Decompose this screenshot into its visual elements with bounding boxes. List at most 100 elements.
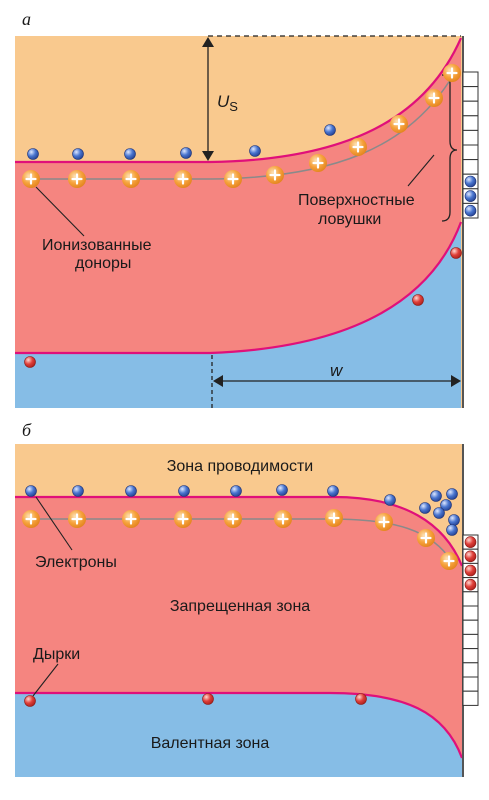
donor-ion	[274, 510, 292, 528]
electron	[180, 147, 192, 159]
surface-trap-state	[462, 690, 479, 706]
donor-ion	[425, 89, 443, 107]
electron	[178, 485, 190, 497]
valence-band-edge	[15, 221, 463, 355]
electron	[464, 190, 477, 202]
donor-ion	[375, 513, 393, 531]
surface-traps-a	[462, 71, 479, 219]
donor-ion	[417, 529, 435, 547]
surface-trap-state	[462, 577, 479, 593]
donor-ion	[224, 510, 242, 528]
electron	[276, 484, 288, 496]
donor-ion	[440, 552, 458, 570]
valence-band-edge-b	[15, 691, 464, 759]
hole	[24, 356, 36, 368]
surface-trap-state	[462, 159, 479, 175]
hole	[24, 695, 36, 707]
donor-ion	[122, 510, 140, 528]
hole	[464, 578, 477, 591]
us-arrow-head-bottom	[202, 151, 214, 161]
valence-band-region	[15, 222, 461, 408]
electron	[27, 148, 39, 160]
donor-ion	[224, 170, 242, 188]
electron	[433, 507, 445, 519]
electron	[440, 499, 452, 511]
hole	[355, 693, 367, 705]
w-label: w	[330, 361, 344, 380]
surface-trap-state	[462, 144, 479, 161]
forbidden-band-label: Запрещенная зона	[170, 598, 310, 615]
hole	[202, 693, 214, 705]
donor-ion	[174, 510, 192, 528]
surface-traps-b	[462, 534, 479, 706]
us-arrow-head-top	[202, 37, 214, 47]
donor-ion	[122, 170, 140, 188]
surface-trap-state	[462, 202, 479, 219]
donor-ion	[325, 509, 343, 527]
donors-leader-line	[35, 186, 85, 237]
electron	[430, 490, 442, 502]
panel-a-bands	[15, 36, 463, 408]
surface-trap-state	[462, 548, 479, 564]
donor-ion	[390, 115, 408, 133]
hole	[464, 536, 477, 548]
electron	[446, 524, 458, 536]
surface-trap-state	[462, 86, 479, 102]
particles-b	[22, 484, 460, 707]
donor-ion	[266, 166, 284, 184]
surface-trap-state	[462, 619, 479, 635]
traps-leader-line	[407, 154, 435, 187]
donor-ion	[22, 170, 40, 188]
traps-label-line2: ловушки	[318, 211, 381, 228]
conduction-band-edge-b	[15, 495, 464, 567]
donor-ion	[349, 138, 367, 156]
electron	[446, 488, 458, 500]
electron	[124, 148, 136, 160]
electron	[448, 514, 460, 526]
electrons-label: Электроны	[35, 554, 117, 571]
electron	[419, 502, 431, 514]
donor-ion	[309, 154, 327, 172]
surface-trap-state	[462, 562, 479, 579]
surface-trap-state	[462, 173, 479, 190]
forbidden-band-region	[15, 38, 461, 408]
donor-ion	[443, 64, 461, 82]
surface-trap-state	[462, 676, 479, 692]
holes-label: Дырки	[33, 646, 80, 663]
hole	[412, 294, 424, 306]
panel-b-bands	[15, 444, 463, 777]
electron	[72, 485, 84, 497]
surface-trap-state	[462, 534, 479, 550]
donor-ion	[68, 170, 86, 188]
donors-label-line2: доноры	[75, 255, 131, 272]
valence-band-label: Валентная зона	[151, 735, 270, 752]
donor-ion	[68, 510, 86, 528]
holes-leader-line	[32, 663, 59, 697]
electron	[249, 145, 261, 157]
electron	[327, 485, 339, 497]
hole	[464, 564, 477, 577]
surface-trap-state	[462, 633, 479, 650]
electron	[25, 485, 37, 497]
valence-band-region-b	[15, 693, 462, 777]
w-arrow-head-right	[451, 375, 461, 387]
electron	[324, 124, 336, 136]
donor-ion	[22, 510, 40, 528]
surface-trap-state	[462, 100, 479, 117]
w-arrow-head-left	[213, 375, 223, 387]
panel-b-letter: б	[22, 420, 32, 440]
electron	[72, 148, 84, 160]
surface-trap-state	[462, 662, 479, 678]
panel-b: б Зона проводимости Электроны Запрещенна…	[15, 420, 479, 777]
us-label: US	[217, 92, 238, 114]
electron	[230, 485, 242, 497]
particles-a	[22, 64, 462, 368]
surface-trap-state	[462, 648, 479, 664]
surface-trap-state	[462, 591, 479, 607]
surface-trap-state	[462, 129, 479, 146]
hole	[464, 550, 477, 563]
electron	[464, 204, 477, 217]
surface-trap-state	[462, 115, 479, 131]
panel-a-letter: а	[22, 9, 31, 29]
